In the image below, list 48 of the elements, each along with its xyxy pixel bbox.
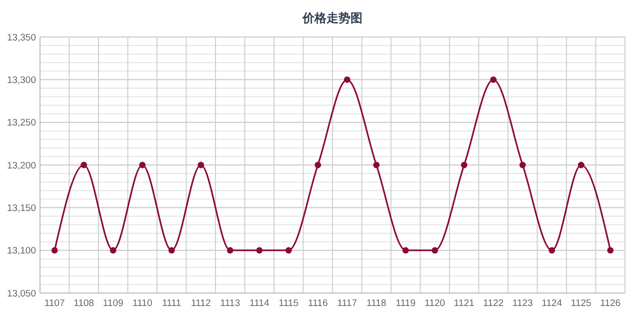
point: [373, 162, 380, 168]
chart-title: 价格走势图: [302, 11, 362, 25]
x-tick-label: 1123: [512, 298, 533, 309]
x-tick-label: 1116: [308, 298, 328, 309]
point: [139, 162, 146, 168]
point: [607, 247, 614, 254]
y-tick-label: 13,250: [6, 118, 36, 129]
x-tick-label: 1125: [570, 298, 592, 309]
y-tick-label: 13,050: [6, 288, 36, 300]
x-tick-label: 1126: [600, 298, 621, 309]
y-tick-label: 13,350: [6, 32, 36, 44]
x-tick-label: 1108: [74, 298, 94, 309]
point: [226, 247, 234, 254]
x-tick-label: 1121: [454, 298, 474, 309]
x-tick-label: 1120: [424, 298, 446, 309]
point: [402, 247, 409, 254]
x-tick-label: 1113: [220, 298, 240, 309]
point: [578, 162, 584, 168]
y-tick-label: 13,150: [6, 202, 36, 214]
point: [490, 76, 497, 83]
y-tick-label: 13,200: [6, 160, 36, 172]
x-tick-label: 1118: [366, 298, 386, 309]
point: [198, 162, 204, 168]
x-tick-label: 1112: [191, 298, 211, 309]
point: [519, 162, 526, 168]
x-tick-label: 1119: [396, 298, 416, 309]
x-tick-label: 1111: [162, 298, 182, 309]
point: [548, 247, 556, 254]
x-tick-label: 1110: [132, 298, 152, 309]
point: [168, 247, 175, 254]
x-tick-label: 1122: [483, 298, 504, 309]
point: [314, 162, 322, 168]
point: [285, 247, 292, 254]
y-tick-label: 13,300: [6, 74, 36, 86]
x-tick-label: 1114: [250, 298, 270, 309]
x-tick-label: 1124: [542, 298, 562, 309]
point: [51, 247, 58, 254]
x-tick-label: 1109: [102, 298, 124, 309]
point: [80, 162, 88, 168]
y-tick-label: 13,100: [6, 246, 36, 257]
point: [432, 247, 438, 254]
point: [110, 247, 116, 254]
x-tick-label: 1107: [44, 298, 65, 309]
point: [460, 162, 468, 168]
point: [344, 76, 350, 83]
x-tick-label: 1117: [337, 298, 357, 309]
x-tick-label: 1115: [278, 298, 298, 309]
point: [256, 247, 263, 254]
